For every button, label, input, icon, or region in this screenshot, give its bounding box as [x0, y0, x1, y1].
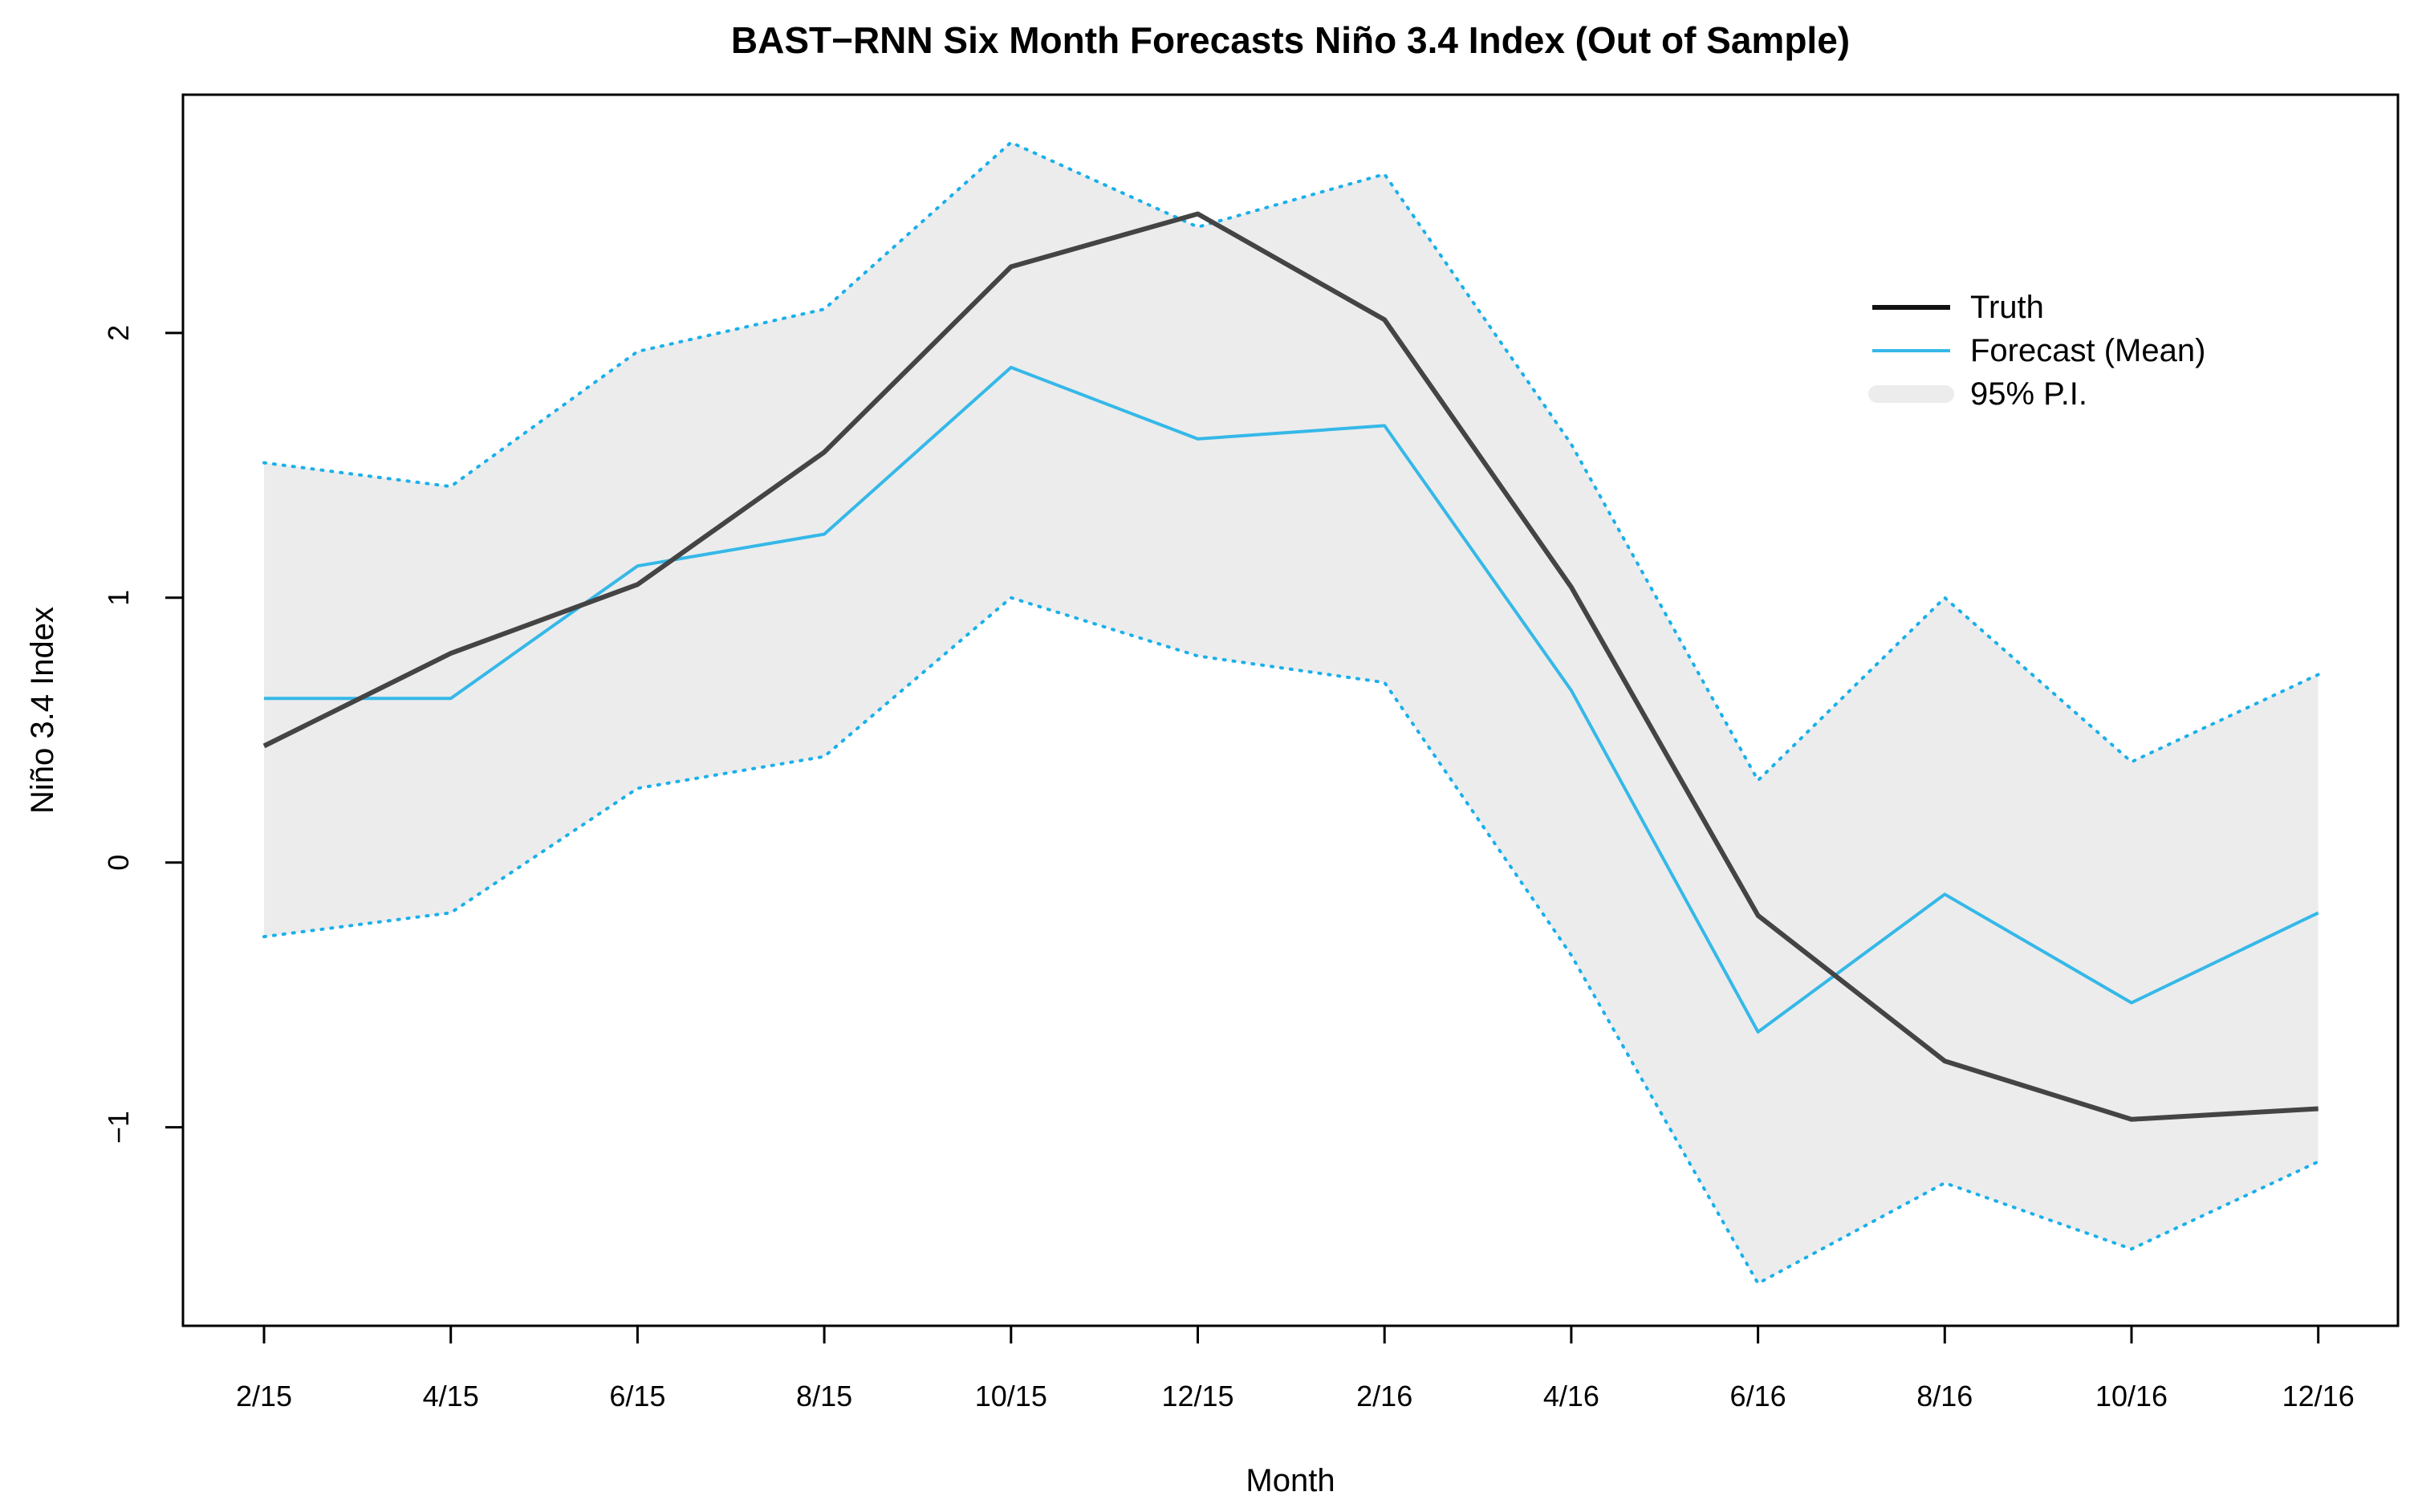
- x-axis: 2/15 4/15 6/15 8/15 10/15 12/15 2/16 4/16 6/16 8/…: [236, 1326, 2355, 1412]
- y-axis: −1 0 1 2: [102, 325, 183, 1144]
- y-axis-label: Niño 3.4 Index: [25, 607, 60, 814]
- series-line-truth: [262, 211, 2318, 1122]
- chart-title: BAST−RNN Six Month Forecasts Niño 3.4 In…: [731, 19, 1850, 61]
- legend-forecast-label: Forecast (Mean): [1970, 333, 2205, 368]
- x-tick-label: 12/16: [2282, 1380, 2355, 1412]
- interval-lower-line: [262, 595, 2320, 1286]
- x-tick-label: 12/15: [1161, 1380, 1233, 1412]
- series-line-forecast-mean: [264, 365, 2319, 1034]
- x-tick-label: 10/16: [2095, 1380, 2168, 1412]
- x-tick-label: 2/16: [1356, 1380, 1412, 1412]
- legend-interval-label: 95% P.I.: [1970, 376, 2087, 412]
- series-lines: [262, 211, 2319, 1122]
- y-tick-label: 2: [102, 325, 135, 341]
- x-tick-label: 6/15: [609, 1380, 665, 1412]
- legend-truth-label: Truth: [1970, 290, 2044, 325]
- plot-frame: [181, 93, 2400, 1327]
- x-tick-label: 4/16: [1543, 1380, 1599, 1412]
- x-tick-label: 2/15: [236, 1380, 292, 1412]
- x-tick-label: 10/15: [975, 1380, 1047, 1412]
- x-tick-label: 8/16: [1916, 1380, 1973, 1412]
- y-tick-label: −1: [102, 1111, 135, 1144]
- legend: Truth Forecast (Mean) 95% P.I.: [1868, 290, 2205, 412]
- interval-upper-line: [262, 140, 2320, 783]
- y-tick-label: 1: [102, 590, 135, 606]
- x-tick-label: 4/15: [423, 1380, 479, 1412]
- x-tick-label: 8/15: [796, 1380, 852, 1412]
- y-tick-label: 0: [102, 855, 135, 871]
- x-axis-label: Month: [1246, 1463, 1335, 1498]
- x-tick-label: 6/16: [1730, 1380, 1786, 1412]
